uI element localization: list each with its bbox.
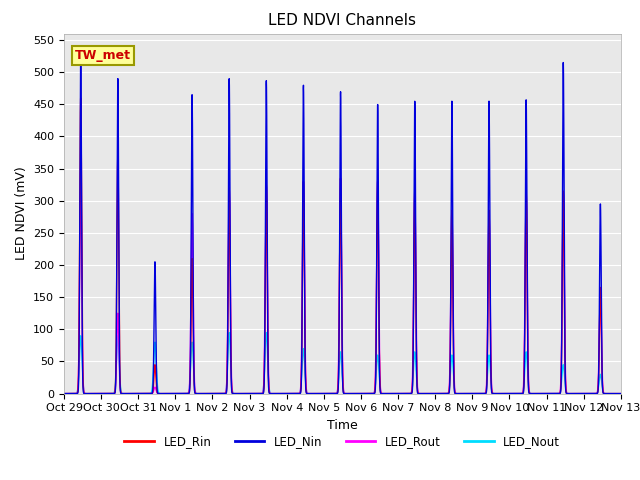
LED_Rin [60, 391, 68, 396]
LED_Nin [77, 53, 84, 59]
LED_Nin [173, 391, 181, 396]
Line: LED_Rin: LED_Rin [64, 98, 621, 394]
LED_Rout [615, 391, 623, 396]
LED_Nout [179, 391, 187, 396]
LED_Nout [60, 391, 68, 396]
LED_Nout [499, 391, 506, 396]
LED_Nin [617, 391, 625, 396]
Y-axis label: LED NDVI (mV): LED NDVI (mV) [15, 167, 28, 261]
LED_Rin [173, 391, 181, 396]
LED_Rin [269, 391, 276, 396]
LED_Nout [615, 391, 623, 396]
LED_Nout [173, 391, 181, 396]
LED_Nin [419, 391, 427, 396]
Title: LED NDVI Channels: LED NDVI Channels [268, 13, 417, 28]
LED_Rout [179, 391, 187, 396]
LED_Rin [77, 95, 84, 101]
LED_Rout [419, 391, 427, 396]
LED_Rin [617, 391, 625, 396]
X-axis label: Time: Time [327, 419, 358, 432]
LED_Rout [269, 391, 276, 396]
LED_Nin [499, 391, 506, 396]
LED_Rin [615, 391, 623, 396]
LED_Nin [179, 391, 187, 396]
LED_Rout [77, 169, 84, 175]
LED_Rin [499, 391, 506, 396]
Legend: LED_Rin, LED_Nin, LED_Rout, LED_Nout: LED_Rin, LED_Nin, LED_Rout, LED_Nout [120, 430, 565, 453]
LED_Nout [617, 391, 625, 396]
LED_Nin [269, 391, 276, 396]
Line: LED_Nin: LED_Nin [64, 56, 621, 394]
LED_Rin [179, 391, 187, 396]
LED_Rout [499, 391, 506, 396]
LED_Rout [173, 391, 181, 396]
Line: LED_Nout: LED_Nout [64, 333, 621, 394]
LED_Nout [225, 330, 233, 336]
LED_Rin [419, 391, 427, 396]
LED_Nin [615, 391, 623, 396]
LED_Rout [617, 391, 625, 396]
Text: TW_met: TW_met [75, 49, 131, 62]
LED_Nout [419, 391, 427, 396]
Line: LED_Rout: LED_Rout [64, 172, 621, 394]
LED_Nout [269, 391, 276, 396]
LED_Nin [60, 391, 68, 396]
LED_Rout [60, 391, 68, 396]
